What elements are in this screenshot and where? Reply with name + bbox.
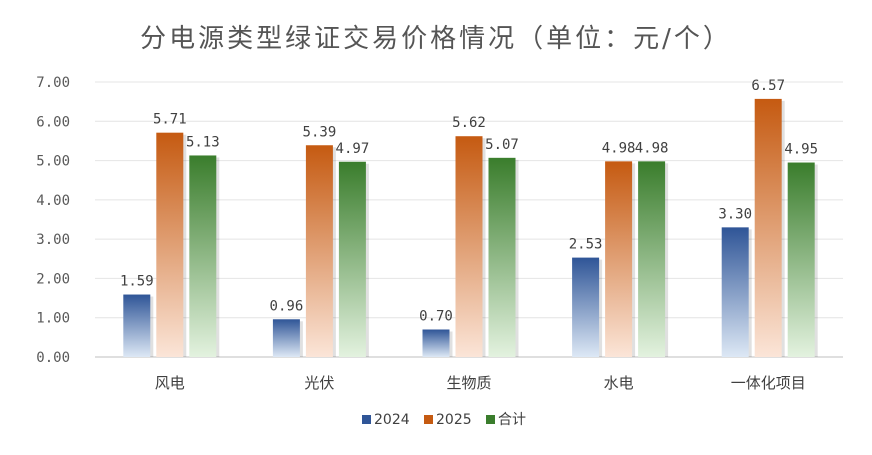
data-label: 4.98 bbox=[635, 140, 669, 156]
bar-合计 bbox=[338, 161, 366, 357]
legend-label: 2025 bbox=[436, 412, 472, 428]
bar-2025 bbox=[305, 145, 333, 357]
data-label: 5.13 bbox=[186, 134, 220, 150]
data-label: 6.57 bbox=[751, 78, 785, 94]
y-tick-label: 5.00 bbox=[36, 154, 70, 170]
y-tick-label: 7.00 bbox=[36, 75, 70, 91]
x-tick-label: 水电 bbox=[604, 374, 634, 392]
y-tick-label: 0.00 bbox=[36, 350, 70, 366]
bar-2024 bbox=[272, 319, 300, 357]
bar-2025 bbox=[605, 161, 633, 357]
y-tick-label: 6.00 bbox=[36, 114, 70, 130]
y-tick-label: 4.00 bbox=[36, 193, 70, 209]
bar-合计 bbox=[787, 162, 815, 357]
y-tick-label: 2.00 bbox=[36, 271, 70, 287]
legend-label: 2024 bbox=[374, 412, 410, 428]
bar-2024 bbox=[572, 257, 600, 357]
y-tick-label: 1.00 bbox=[36, 311, 70, 327]
bar-2025 bbox=[754, 98, 782, 358]
data-label: 5.62 bbox=[452, 115, 486, 131]
bar-2025 bbox=[455, 136, 483, 357]
data-label: 3.30 bbox=[718, 206, 752, 222]
bar-2024 bbox=[123, 294, 151, 357]
data-label: 0.96 bbox=[270, 298, 304, 314]
bar-合计 bbox=[638, 161, 666, 357]
bar-2024 bbox=[422, 329, 450, 357]
data-label: 0.70 bbox=[419, 309, 453, 325]
data-label: 4.98 bbox=[602, 140, 636, 156]
bar-合计 bbox=[488, 157, 516, 357]
x-tick-label: 一体化项目 bbox=[731, 374, 806, 392]
legend-swatch bbox=[424, 415, 433, 424]
bar-2025 bbox=[156, 132, 184, 357]
data-label: 5.71 bbox=[153, 112, 187, 128]
legend-swatch bbox=[362, 415, 371, 424]
data-label: 5.39 bbox=[303, 124, 337, 140]
x-tick-label: 光伏 bbox=[304, 374, 334, 392]
data-label: 4.95 bbox=[784, 142, 818, 158]
x-tick-label: 风电 bbox=[155, 374, 185, 392]
legend-swatch bbox=[486, 415, 495, 424]
data-label: 5.07 bbox=[485, 137, 519, 153]
data-label: 1.59 bbox=[120, 274, 154, 290]
x-tick-label: 生物质 bbox=[446, 374, 491, 392]
bar-2024 bbox=[721, 227, 749, 357]
y-tick-label: 3.00 bbox=[36, 232, 70, 248]
bar-合计 bbox=[189, 155, 217, 357]
data-label: 2.53 bbox=[569, 237, 603, 253]
legend-label: 合计 bbox=[498, 412, 526, 428]
data-label: 4.97 bbox=[336, 141, 370, 157]
chart-title: 分电源类型绿证交易价格情况（单位：元/个） bbox=[140, 24, 732, 54]
